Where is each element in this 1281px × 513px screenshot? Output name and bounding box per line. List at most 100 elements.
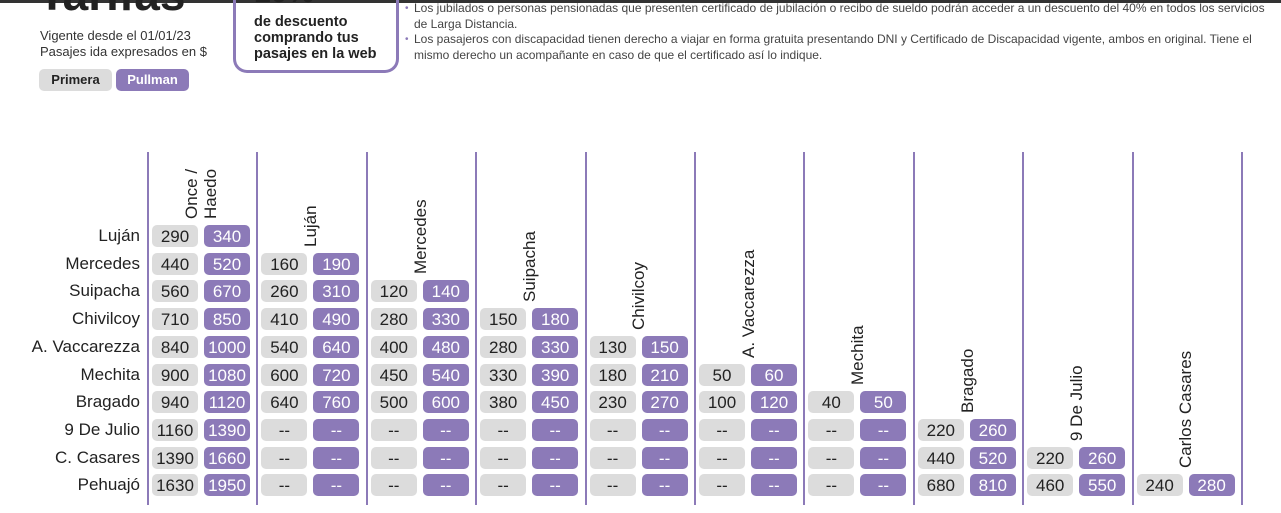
fare-pullman: -- <box>422 418 469 441</box>
fare-pullman: 540 <box>422 363 469 386</box>
row-label: Mechita <box>80 364 140 384</box>
fare-primera: 280 <box>480 335 527 358</box>
fare-pullman: 760 <box>313 391 360 414</box>
fare-primera: 840 <box>152 335 198 358</box>
column-header: A. Vaccarezza <box>738 249 758 358</box>
column-divider <box>147 152 149 505</box>
fare-pullman: 850 <box>204 308 250 331</box>
fare-primera: 450 <box>370 363 417 386</box>
fare-primera: 1630 <box>152 474 198 497</box>
fare-pullman: -- <box>641 418 688 441</box>
column-divider <box>1022 152 1025 505</box>
column-divider <box>803 152 806 505</box>
fare-pullman: 810 <box>969 474 1016 497</box>
column-divider <box>694 152 696 505</box>
fare-pullman: -- <box>860 446 907 469</box>
fare-primera: -- <box>589 474 636 497</box>
fare-primera: 940 <box>152 391 198 414</box>
fare-pullman: 670 <box>204 280 250 303</box>
fare-pullman: 720 <box>313 363 360 386</box>
fare-pullman: 150 <box>641 335 688 358</box>
fare-primera: 640 <box>261 391 308 414</box>
valid-from: Vigente desde el 01/01/23 <box>40 28 191 43</box>
fare-pullman: -- <box>751 474 797 497</box>
fare-pullman: 550 <box>1079 474 1126 497</box>
fare-primera: -- <box>480 418 527 441</box>
row-label: A. Vaccarezza <box>31 336 140 356</box>
fare-primera: 160 <box>261 252 308 275</box>
fare-primera: 220 <box>917 418 964 441</box>
fare-primera: -- <box>699 474 745 497</box>
fare-primera: 680 <box>917 474 964 497</box>
fare-pullman: -- <box>532 418 579 441</box>
column-header: Chivilcoy <box>629 261 649 330</box>
row-label: Mercedes <box>65 253 140 273</box>
fare-pullman: -- <box>751 446 797 469</box>
fare-primera: 180 <box>589 363 636 386</box>
fare-pullman: 260 <box>969 418 1016 441</box>
fare-primera: -- <box>808 418 855 441</box>
fare-pullman: 1120 <box>204 391 250 414</box>
fare-pullman: 330 <box>422 308 469 331</box>
fare-pullman: -- <box>313 474 360 497</box>
fare-pullman: 1000 <box>204 335 250 358</box>
column-header: Luján <box>301 205 321 247</box>
fare-primera: 1160 <box>152 418 198 441</box>
promo-box: 10% de descuento comprando tus pasajes e… <box>233 0 399 73</box>
fare-pullman: 1950 <box>204 474 250 497</box>
column-divider <box>584 152 587 505</box>
fare-primera: -- <box>370 446 417 469</box>
fare-primera: 400 <box>370 335 417 358</box>
legend-primera: Primera <box>39 69 112 91</box>
fare-pullman: -- <box>641 446 688 469</box>
row-label: Suipacha <box>69 281 140 301</box>
fare-primera: -- <box>589 446 636 469</box>
fare-primera: -- <box>589 418 636 441</box>
fare-pullman: 1390 <box>204 418 250 441</box>
fare-pullman: 280 <box>1188 474 1235 497</box>
fare-primera: 150 <box>480 308 527 331</box>
fare-primera: 440 <box>917 446 964 469</box>
column-divider <box>1241 152 1243 505</box>
fare-primera: 130 <box>589 335 636 358</box>
fare-primera: 600 <box>261 363 308 386</box>
fare-primera: -- <box>808 446 855 469</box>
fare-primera: 260 <box>261 280 308 303</box>
fare-primera: 1390 <box>152 446 198 469</box>
fare-pullman: -- <box>751 418 797 441</box>
fare-primera: 230 <box>589 391 636 414</box>
fare-pullman: 330 <box>532 335 579 358</box>
fare-primera: 50 <box>699 363 745 386</box>
fare-primera: 120 <box>370 280 417 303</box>
fare-pullman: 190 <box>313 252 360 275</box>
fare-primera: 410 <box>261 308 308 331</box>
fare-primera: 540 <box>261 335 308 358</box>
fare-pullman: 1660 <box>204 446 250 469</box>
fare-primera: 900 <box>152 363 198 386</box>
fare-primera: -- <box>261 446 308 469</box>
fare-pullman: -- <box>532 446 579 469</box>
fare-pullman: -- <box>860 418 907 441</box>
column-divider <box>475 152 478 505</box>
column-header: Suipacha <box>519 231 539 303</box>
note-disability: Los pasajeros con discapacidad tienen de… <box>405 32 1265 63</box>
row-label: C. Casares <box>54 447 140 467</box>
row-label: Pehuajó <box>77 475 140 495</box>
notes: Los jubilados o personas pensionadas que… <box>405 1 1265 63</box>
column-divider <box>912 152 915 505</box>
column-header: Mechita <box>848 325 868 386</box>
note-retirees: Los jubilados o personas pensionadas que… <box>405 1 1265 32</box>
column-divider <box>1131 152 1134 505</box>
promo-text: de descuento comprando tus pasajes en la… <box>254 14 377 62</box>
column-header: Mercedes <box>410 199 430 275</box>
fare-pullman: 450 <box>532 391 579 414</box>
fare-pullman: 310 <box>313 280 360 303</box>
fare-pullman: 390 <box>532 363 579 386</box>
fare-pullman: 140 <box>422 280 469 303</box>
fare-primera: 710 <box>152 308 198 331</box>
column-header: Bragado <box>957 348 977 413</box>
fare-pullman: 50 <box>860 391 907 414</box>
fare-primera: 380 <box>480 391 527 414</box>
fare-primera: 460 <box>1027 474 1074 497</box>
fare-pullman: 520 <box>969 446 1016 469</box>
